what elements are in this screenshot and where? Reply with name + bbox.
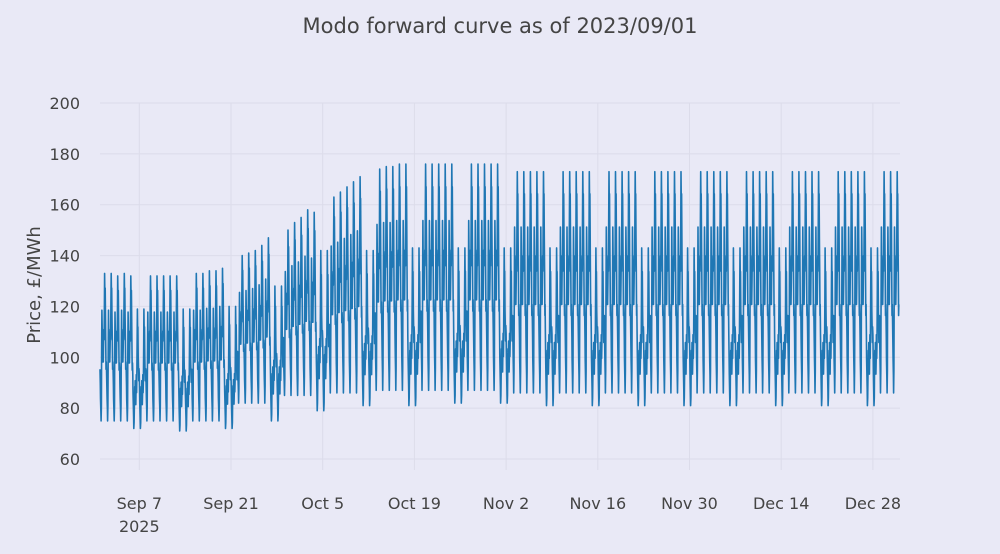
y-axis-label: Price, £/MWh [24,226,45,344]
x-tick-label: Oct 5 [301,494,344,513]
price-series-line [99,163,900,432]
series-layer [99,163,900,432]
x-tick-label: Oct 19 [388,494,441,513]
y-tick-label: 120 [49,297,80,316]
y-tick-label: 140 [49,247,80,266]
x-tick-label: Dec 14 [753,494,809,513]
y-axis: 60 80 100 120 140 160 180 200 [49,94,80,469]
y-tick-label: 200 [49,94,80,113]
x-tick-label: Nov 30 [661,494,718,513]
y-tick-label: 180 [49,145,80,164]
y-tick-label: 80 [60,399,80,418]
x-axis: Sep 7 2025 Sep 21 Oct 5 Oct 19 Nov 2 Nov 16 Nov… [117,494,902,536]
x-tick-label: Nov 2 [483,494,530,513]
x-tick-label: Sep 7 [117,494,162,513]
grid [100,102,900,470]
y-tick-label: 100 [49,348,80,367]
x-tick-label: Sep 21 [203,494,259,513]
y-tick-label: 160 [49,196,80,215]
x-tick-sublabel: 2025 [119,517,160,536]
chart-title: Modo forward curve as of 2023/09/01 [303,14,698,38]
x-tick-label: Nov 16 [569,494,626,513]
x-tick-label: Dec 28 [845,494,901,513]
y-tick-label: 60 [60,450,80,469]
